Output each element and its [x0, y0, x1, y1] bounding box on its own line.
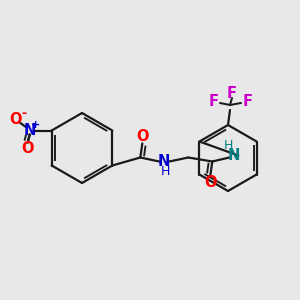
Text: H: H	[160, 165, 170, 178]
Text: N: N	[158, 154, 170, 169]
Text: O: O	[21, 141, 34, 156]
Text: F: F	[243, 94, 253, 109]
Text: O: O	[136, 129, 148, 144]
Text: N: N	[23, 123, 36, 138]
Text: H: H	[224, 139, 233, 152]
Text: N: N	[228, 148, 241, 163]
Text: -: -	[21, 107, 26, 120]
Text: O: O	[204, 175, 217, 190]
Text: F: F	[209, 94, 219, 109]
Text: +: +	[31, 119, 40, 130]
Text: F: F	[227, 85, 237, 100]
Text: O: O	[9, 112, 22, 127]
